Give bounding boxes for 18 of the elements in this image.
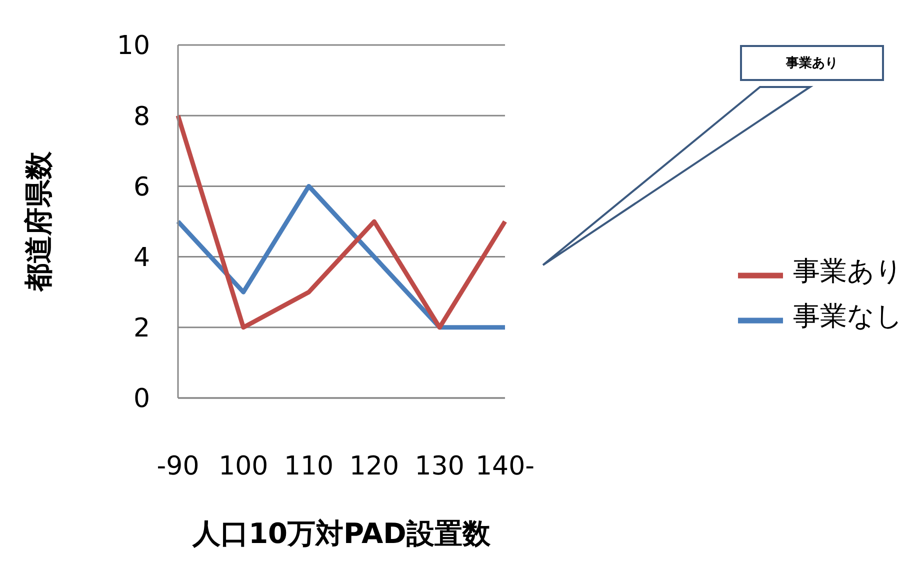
y-tick-label: 2 [133, 314, 150, 344]
y-tick-label: 8 [133, 102, 150, 132]
y-tick-label: 0 [133, 384, 150, 414]
x-tick-label: -90 [156, 451, 200, 482]
line-series [176, 113, 508, 330]
y-tick-label: 10 [116, 31, 150, 62]
y-axis-title: 都道府県数 [22, 150, 55, 292]
y-tick-label: 4 [133, 243, 150, 274]
x-tick-label: 100 [218, 451, 268, 482]
text: 事業あり [740, 45, 884, 81]
y-tick-label: 6 [133, 172, 150, 202]
x-axis-title: 人口10万対PAD設置数 [192, 517, 492, 550]
legend-label: 事業あり [793, 256, 903, 287]
x-tick-label: 130 [414, 451, 464, 482]
x-tick-label: 110 [284, 451, 334, 482]
x-tick-label: 140- [475, 451, 535, 482]
legend-label: 事業なし [793, 301, 903, 332]
x-tick-label: 120 [349, 451, 400, 482]
